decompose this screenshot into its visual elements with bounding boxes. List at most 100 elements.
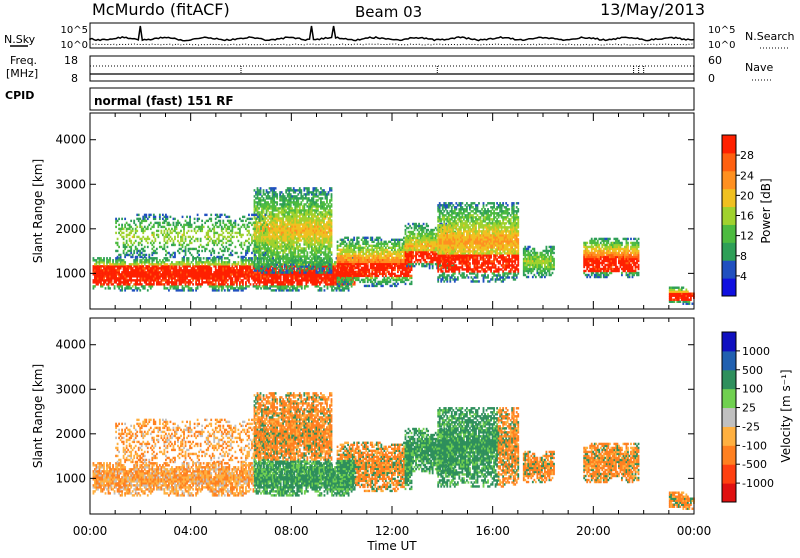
- power-cell: [200, 257, 202, 259]
- power-cell: [135, 240, 137, 242]
- power-cell: [194, 218, 196, 220]
- power-cell: [358, 241, 360, 243]
- power-cell: [298, 289, 300, 291]
- power-cell: [115, 226, 117, 228]
- power-cell: [266, 244, 268, 246]
- power-cell: [130, 220, 132, 222]
- power-cell: [133, 220, 135, 222]
- power-cell: [124, 261, 126, 263]
- power-cell: [321, 287, 323, 289]
- power-cell: [228, 259, 230, 261]
- freq-unit-label: [MHz]: [6, 67, 38, 80]
- power-cell: [237, 261, 239, 263]
- power-cell: [248, 214, 250, 216]
- power-cell: [218, 252, 220, 254]
- power-cell: [154, 216, 156, 218]
- power-cell: [331, 193, 333, 195]
- power-cell: [263, 222, 265, 224]
- power-cell: [203, 257, 205, 259]
- power-cell: [242, 220, 244, 222]
- power-cell: [231, 250, 233, 252]
- power-cell: [117, 242, 119, 244]
- power-cell: [228, 248, 230, 250]
- power-cell: [198, 250, 200, 252]
- freq-tick-top: 18: [64, 54, 78, 67]
- power-cell: [259, 214, 261, 216]
- power-cell: [136, 226, 138, 228]
- power-cell: [355, 251, 357, 253]
- power-cell: [331, 209, 333, 211]
- power-cell: [192, 256, 194, 258]
- power-cell: [256, 236, 258, 238]
- noise-tick-bottom-left: 10^0: [61, 40, 88, 51]
- power-cell: [192, 236, 194, 238]
- power-cell: [237, 224, 239, 226]
- power-cell: [242, 234, 244, 236]
- power-cell: [254, 254, 256, 256]
- power-cell: [353, 237, 355, 239]
- date-title: 13/May/2013: [600, 0, 705, 19]
- power-cell: [197, 214, 199, 216]
- power-cell: [148, 238, 150, 240]
- power-cell: [262, 218, 264, 220]
- power-cell: [293, 267, 295, 269]
- power-cell: [141, 244, 143, 246]
- power-cell: [123, 232, 125, 234]
- power-cell: [222, 242, 224, 244]
- power-cell: [240, 252, 242, 254]
- power-cell: [266, 248, 268, 250]
- power-cell: [228, 216, 230, 218]
- power-cell: [198, 254, 200, 256]
- power-cell: [266, 224, 268, 226]
- freq-marks: [241, 66, 644, 74]
- power-cell: [266, 234, 268, 236]
- power-cell: [118, 224, 120, 226]
- power-cell: [248, 230, 250, 232]
- power-cell: [234, 246, 236, 248]
- power-cell: [168, 259, 170, 261]
- power-cell: [112, 259, 114, 261]
- power-cell: [191, 230, 193, 232]
- power-cell: [197, 238, 199, 240]
- power-cell: [244, 224, 246, 226]
- power-cell: [157, 234, 159, 236]
- power-cell: [354, 281, 356, 283]
- power-cell: [251, 257, 253, 259]
- power-cell: [253, 234, 255, 236]
- noise-tick-top-left: 10^5: [61, 25, 88, 36]
- power-cell: [194, 222, 196, 224]
- power-cell: [144, 250, 146, 252]
- power-cell: [188, 230, 190, 232]
- power-cell: [213, 250, 215, 252]
- power-cell: [306, 251, 308, 253]
- nave-tick-bottom: 0: [708, 72, 715, 85]
- power-cell: [170, 224, 172, 226]
- noise-search-label: N.Search: [745, 30, 795, 43]
- cpid-mode: normal (fast) 151 RF: [94, 94, 234, 108]
- power-cell: [185, 236, 187, 238]
- power-cell: [132, 228, 134, 230]
- power-cell: [231, 242, 233, 244]
- power-cell: [145, 254, 147, 256]
- power-cell: [192, 289, 194, 291]
- power-cell: [281, 263, 283, 265]
- power-cell: [201, 220, 203, 222]
- power-cell: [189, 216, 191, 218]
- power-cell: [266, 228, 268, 230]
- power-cell: [182, 216, 184, 218]
- radar-summary-plot: McMurdo (fitACF) Beam 03 13/May/2013 N.S…: [0, 0, 800, 554]
- power-cell: [222, 254, 224, 256]
- power-cell: [154, 238, 156, 240]
- power-cell: [254, 222, 256, 224]
- power-cell: [198, 218, 200, 220]
- power-cell: [222, 232, 224, 234]
- freq-tick-bottom: 8: [71, 72, 78, 85]
- power-cell: [159, 214, 161, 216]
- power-cell: [191, 224, 193, 226]
- power-cell: [236, 252, 238, 254]
- power-cell: [109, 287, 111, 289]
- power-cell: [275, 187, 277, 189]
- power-cell: [153, 232, 155, 234]
- power-cell: [331, 187, 333, 189]
- power-cell: [331, 261, 333, 263]
